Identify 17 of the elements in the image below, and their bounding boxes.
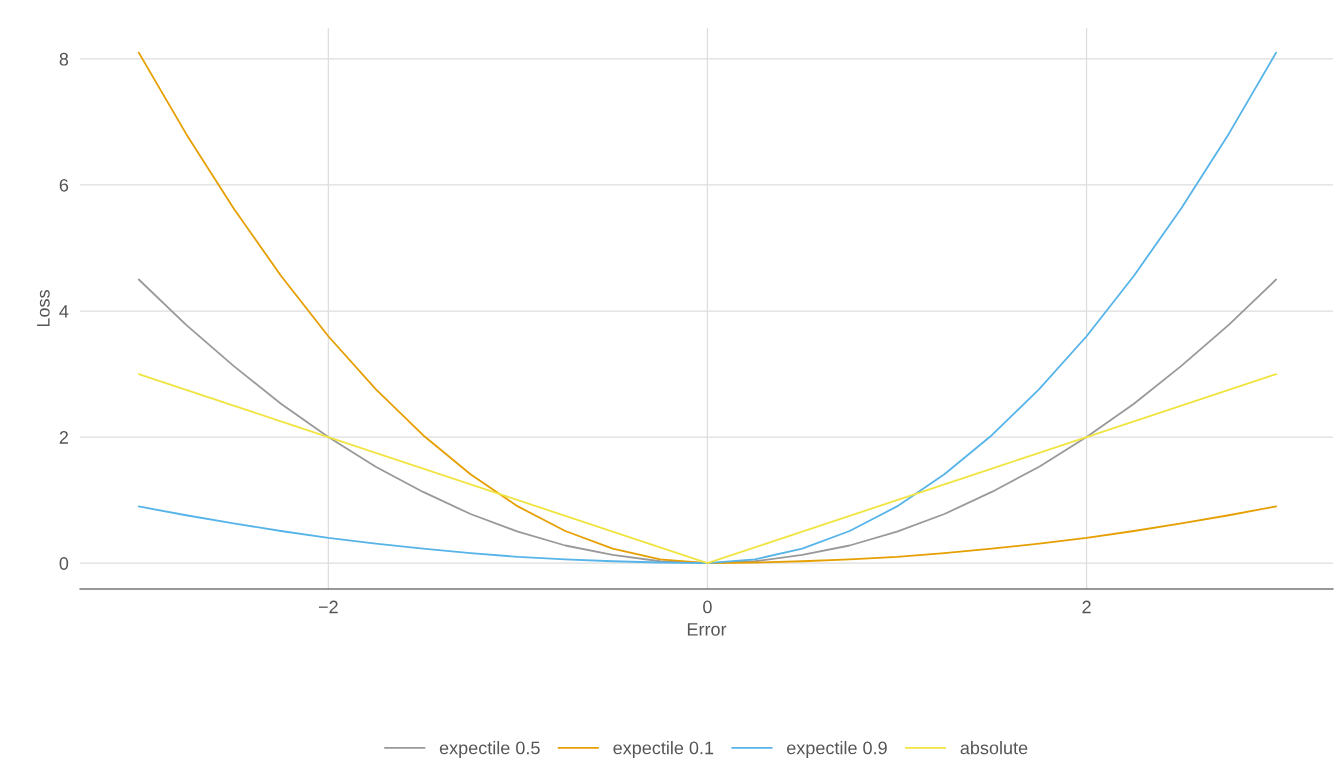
- x-tick-label: 0: [703, 600, 712, 614]
- y-tick-label: 4: [59, 305, 69, 318]
- line-series: [137, 51, 1278, 565]
- x-tick-label: −2: [318, 600, 338, 614]
- line-series: [137, 373, 1278, 565]
- y-tick-label: 6: [59, 178, 69, 192]
- legend-label: expectile 0.5: [439, 741, 540, 758]
- y-tick-label: 8: [59, 52, 69, 66]
- legend-label: absolute: [960, 741, 1028, 755]
- x-tick-label: 2: [1082, 600, 1091, 614]
- line-series: [137, 278, 1278, 565]
- legend-label: expectile 0.9: [787, 741, 887, 758]
- y-tick-label: 0: [59, 557, 69, 570]
- x-axis-title: Error: [687, 623, 727, 636]
- y-axis-title: Loss: [37, 290, 50, 327]
- y-tick-label: 2: [59, 431, 68, 444]
- legend-label: expectile 0.1: [613, 741, 714, 758]
